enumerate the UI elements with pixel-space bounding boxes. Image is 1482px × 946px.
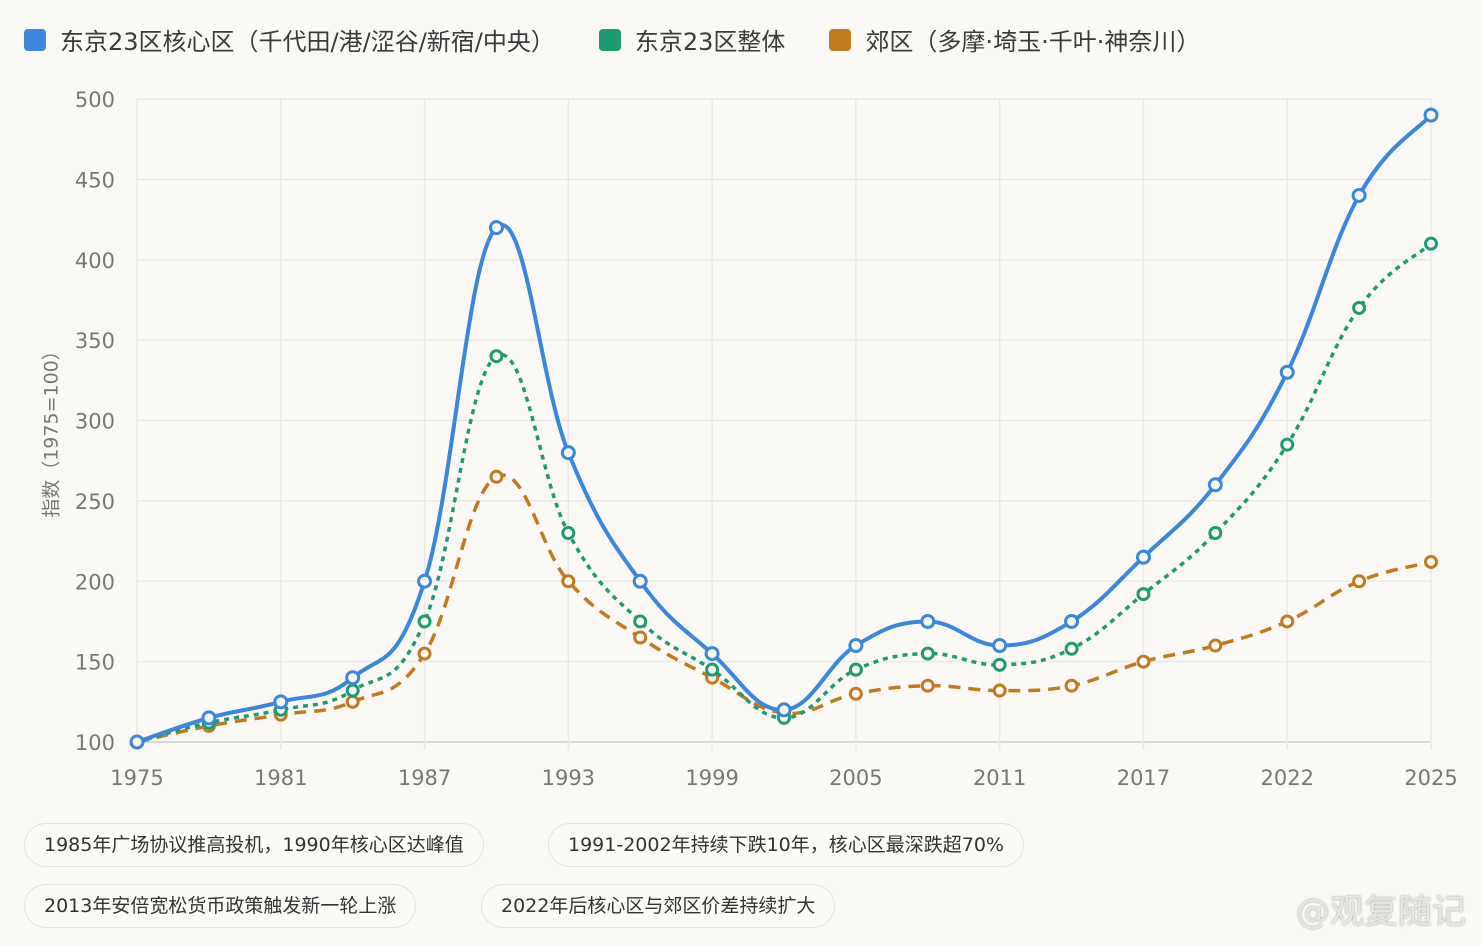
x-tick-label: 2011 [973,766,1026,790]
data-point [489,469,504,484]
annotation-pill: 1991-2002年持续下跌10年，核心区最深跌超70% [548,823,1024,867]
x-tick-label: 1987 [398,766,451,790]
y-tick-label: 500 [75,88,115,112]
watermark: @观复随记 [1296,892,1466,932]
data-point [1280,614,1295,629]
annotation-pill: 2022年后核心区与郊区价差持续扩大 [481,884,836,928]
data-point [776,702,792,718]
x-tick-label: 1993 [542,766,595,790]
data-point [920,646,935,661]
data-point [848,686,863,701]
legend-swatch [598,28,621,51]
data-point [1423,107,1439,123]
data-point [1135,549,1151,565]
data-point [632,573,648,589]
data-point [1064,613,1080,629]
data-point [1208,638,1223,653]
legend-label: 郊区（多摩·埼玉·千叶·神奈川） [865,28,1201,56]
legend-label: 东京23区核心区（千代田/港/涩谷/新宿/中央） [60,28,555,56]
data-point [1064,641,1079,656]
series-line [136,473,1432,744]
x-tick-label: 2022 [1260,766,1313,790]
y-tick-label: 100 [75,731,115,755]
data-point [1352,300,1367,315]
annotation-pill: 1985年广场协议推高投机，1990年核心区达峰值 [24,823,484,867]
data-point [1208,526,1223,541]
y-tick-label: 350 [75,329,115,353]
data-point [1279,364,1295,380]
y-tick-label: 200 [75,570,115,594]
chart-legend: 东京23区核心区（千代田/港/涩谷/新宿/中央） 东京23区整体 郊区（多摩·埼… [24,22,1244,57]
data-point [633,630,648,645]
data-point [920,678,935,693]
data-point [561,526,576,541]
x-tick-label: 2017 [1117,766,1170,790]
data-point [920,613,936,629]
x-tick-label: 2005 [829,766,882,790]
data-point [345,670,361,686]
data-point [992,657,1007,672]
data-point [1136,587,1151,602]
legend-item-suburb[interactable]: 郊区（多摩·埼玉·千叶·神奈川） [829,22,1200,57]
data-point [704,646,720,662]
x-tick-label: 1981 [254,766,307,790]
y-tick-label: 450 [75,168,115,192]
data-point [1064,678,1079,693]
legend-item-core[interactable]: 东京23区核心区（千代田/港/涩谷/新宿/中央） [24,22,555,57]
data-point [1280,437,1295,452]
data-point [201,710,217,726]
series-line [136,113,1433,744]
data-point [417,646,432,661]
data-point [992,683,1007,698]
data-point [417,614,432,629]
legend-swatch [829,28,852,51]
x-tick-label: 2025 [1404,766,1457,790]
data-point [1352,574,1367,589]
legend-swatch [24,28,46,51]
data-point [488,220,504,236]
annotation-pill: 2013年安倍宽松货币政策触发新一轮上涨 [24,884,417,928]
legend-label: 东京23区整体 [634,28,786,56]
data-point [848,662,863,677]
data-point [992,638,1008,654]
data-point [705,662,720,677]
data-point [129,734,145,750]
data-point [560,445,576,461]
data-point [345,694,360,709]
data-point [1424,236,1438,251]
x-tick-label: 1975 [110,766,163,790]
legend-item-whole[interactable]: 东京23区整体 [598,22,786,57]
data-point [633,614,648,629]
data-point [489,349,504,364]
data-point [1136,654,1151,669]
series-line [136,242,1433,744]
y-tick-label: 400 [75,249,115,273]
data-point [1424,554,1438,569]
x-tick-label: 1999 [685,766,738,790]
data-point [417,573,433,589]
data-point [561,574,576,589]
data-point [345,683,360,698]
data-point [1351,187,1367,203]
y-tick-label: 150 [75,651,115,675]
y-tick-label: 250 [75,490,115,514]
data-point [273,694,289,710]
y-tick-label: 300 [75,410,115,434]
data-point [1207,477,1223,493]
data-point [848,638,864,654]
